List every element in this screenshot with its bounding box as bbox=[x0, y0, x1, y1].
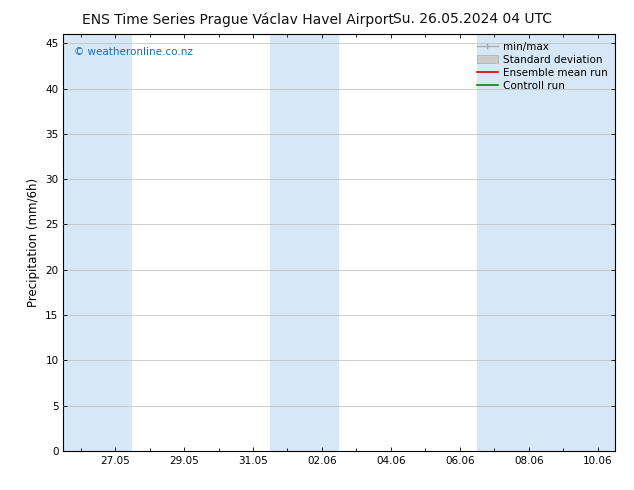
Bar bbox=[581, 34, 615, 451]
Text: ENS Time Series Prague Václav Havel Airport: ENS Time Series Prague Václav Havel Airp… bbox=[82, 12, 394, 27]
Bar bbox=[63, 34, 98, 451]
Text: Su. 26.05.2024 04 UTC: Su. 26.05.2024 04 UTC bbox=[392, 12, 552, 26]
Bar bbox=[546, 34, 581, 451]
Bar bbox=[305, 34, 339, 451]
Bar bbox=[98, 34, 133, 451]
Bar bbox=[477, 34, 512, 451]
Bar bbox=[512, 34, 546, 451]
Y-axis label: Precipitation (mm/6h): Precipitation (mm/6h) bbox=[27, 178, 40, 307]
Legend: min/max, Standard deviation, Ensemble mean run, Controll run: min/max, Standard deviation, Ensemble me… bbox=[473, 37, 612, 95]
Text: © weatheronline.co.nz: © weatheronline.co.nz bbox=[74, 47, 193, 57]
Bar bbox=[270, 34, 305, 451]
